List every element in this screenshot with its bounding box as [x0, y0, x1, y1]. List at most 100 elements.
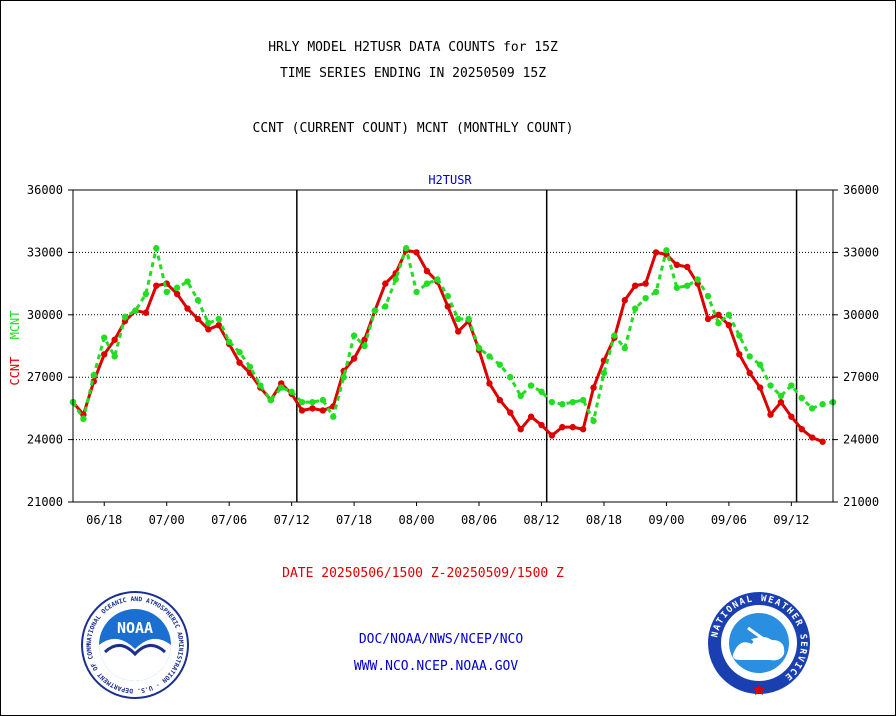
data-point-mcnt	[309, 398, 316, 406]
data-point-mcnt	[392, 276, 399, 283]
data-point-mcnt	[246, 363, 254, 370]
grid-layer	[73, 190, 833, 502]
data-point-mcnt	[194, 297, 202, 304]
data-point-ccnt	[642, 280, 649, 287]
data-point-mcnt	[673, 284, 681, 291]
data-point-mcnt	[475, 344, 483, 352]
data-point-mcnt	[215, 315, 222, 323]
data-point-ccnt	[517, 426, 524, 433]
data-point-mcnt	[101, 334, 108, 341]
data-point-ccnt	[746, 369, 753, 377]
data-point-ccnt	[652, 249, 660, 256]
data-point-mcnt	[382, 303, 389, 310]
data-point-mcnt	[257, 382, 264, 389]
data-point-mcnt	[80, 415, 87, 422]
y-tick-label-left: 30000	[27, 308, 63, 322]
y-tick-label-right: 21000	[843, 495, 879, 509]
data-point-ccnt	[361, 336, 368, 343]
data-point-ccnt	[715, 311, 722, 318]
data-point-mcnt	[600, 369, 608, 377]
y-tick-label-left: 21000	[27, 495, 63, 509]
y-tick-label-right: 36000	[843, 183, 879, 197]
data-point-mcnt	[819, 401, 826, 408]
data-point-ccnt	[621, 297, 628, 304]
data-point-mcnt	[569, 398, 576, 406]
series-line-ccnt	[71, 248, 824, 444]
data-point-mcnt	[736, 332, 743, 339]
data-point-mcnt	[319, 396, 327, 404]
x-tick-label: 08/06	[461, 513, 497, 527]
ylabel-ccnt: CCNT	[8, 357, 22, 386]
data-point-ccnt	[548, 432, 556, 439]
data-point-ccnt	[559, 423, 566, 431]
x-tick-label: 08/00	[398, 513, 434, 527]
data-point-ccnt	[215, 322, 222, 329]
y-tick-label-left: 36000	[27, 183, 63, 197]
data-point-mcnt	[704, 292, 712, 300]
data-point-mcnt	[621, 344, 628, 352]
data-point-ccnt	[725, 322, 733, 329]
data-point-ccnt	[756, 384, 764, 391]
y-tick-label-right: 30000	[843, 308, 879, 322]
y-tick-label-left: 27000	[27, 370, 63, 384]
data-point-ccnt	[798, 426, 805, 433]
chart-title-line2: TIME SERIES ENDING IN 20250509 15Z	[279, 66, 547, 81]
data-point-ccnt	[507, 409, 514, 416]
data-point-mcnt	[694, 276, 701, 283]
y-tick-label-right: 27000	[843, 370, 879, 384]
data-point-ccnt	[538, 421, 545, 429]
data-point-mcnt	[298, 398, 306, 406]
panel-title: H2TUSR	[428, 173, 472, 187]
data-point-mcnt	[361, 342, 368, 350]
data-point-mcnt	[413, 288, 420, 296]
data-point-ccnt	[684, 263, 691, 271]
data-point-mcnt	[184, 278, 191, 285]
x-tick-label: 09/06	[711, 513, 747, 527]
data-point-ccnt	[194, 315, 202, 323]
x-tick-label: 08/12	[523, 513, 559, 527]
y-tick-label-left: 24000	[27, 433, 63, 447]
data-point-mcnt	[486, 353, 493, 360]
chart-title-line1: HRLY MODEL H2TUSR DATA COUNTS for 15Z	[268, 40, 558, 55]
data-point-mcnt	[767, 382, 774, 389]
data-point-mcnt	[132, 307, 139, 314]
data-point-mcnt	[496, 361, 504, 368]
data-point-mcnt	[548, 398, 556, 406]
tick-layer: 21000 21000 24000 24000 27000 27000 30000 30000…	[27, 183, 879, 527]
data-point-mcnt	[90, 371, 98, 379]
org-line1: DOC/NOAA/NWS/NCEP/NCO	[358, 632, 524, 647]
data-point-mcnt	[455, 315, 462, 323]
data-point-mcnt	[236, 349, 243, 356]
data-point-mcnt	[267, 396, 275, 404]
data-point-ccnt	[486, 380, 493, 387]
data-point-mcnt	[340, 374, 347, 381]
x-tick-label: 09/12	[773, 513, 809, 527]
data-point-ccnt	[423, 267, 431, 275]
data-point-mcnt	[225, 338, 233, 346]
data-point-mcnt	[579, 396, 587, 404]
data-point-ccnt	[205, 326, 212, 333]
data-point-ccnt	[184, 305, 191, 312]
data-point-mcnt	[111, 353, 118, 360]
data-point-ccnt	[236, 359, 243, 366]
data-point-ccnt	[590, 384, 597, 391]
data-point-mcnt	[559, 401, 566, 408]
data-point-mcnt	[538, 388, 545, 395]
noaa-logo[interactable]: NATIONAL OCEANIC AND ATMOSPHERIC ADMINIS…	[80, 590, 190, 700]
data-point-ccnt	[704, 315, 712, 323]
nws-logo[interactable]: NATIONAL WEATHER SERVICE	[706, 590, 812, 696]
data-point-ccnt	[579, 426, 587, 433]
data-point-mcnt	[444, 292, 451, 300]
data-point-mcnt	[288, 388, 295, 395]
data-point-ccnt	[413, 249, 420, 256]
data-point-ccnt	[142, 309, 150, 316]
data-point-mcnt	[517, 392, 524, 400]
data-point-mcnt	[527, 382, 535, 389]
data-point-ccnt	[309, 405, 316, 412]
data-point-mcnt	[278, 384, 285, 391]
data-point-mcnt	[402, 245, 410, 252]
data-point-ccnt	[101, 351, 108, 358]
x-tick-label: 07/12	[274, 513, 310, 527]
data-point-mcnt	[715, 319, 722, 327]
